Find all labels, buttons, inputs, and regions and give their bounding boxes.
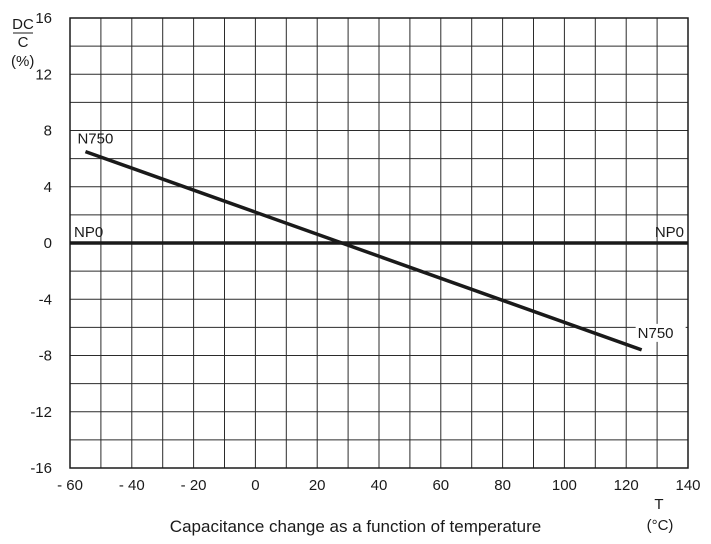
y-tick-label: 8	[44, 123, 52, 140]
y-tick-label: -12	[30, 404, 52, 421]
series-label-n750-start: N750	[77, 131, 113, 148]
x-tick-label: 0	[251, 477, 259, 494]
y-label-numerator: DC	[12, 16, 34, 33]
x-tick-label: 100	[552, 477, 577, 494]
y-label-denominator: C	[18, 34, 29, 51]
y-tick-label: 4	[44, 179, 52, 196]
series-label-n750-end: N750	[638, 325, 674, 342]
x-tick-label: - 20	[181, 477, 207, 494]
x-axis-label: T (°C)	[647, 496, 674, 534]
series-lines	[70, 149, 688, 352]
tick-labels: - 60- 40- 20 0 20 40 60 80 100 120 1401612840-4-…	[30, 10, 700, 494]
y-label-unit: (%)	[11, 53, 34, 70]
series-label-np0-end: NP0	[655, 224, 684, 241]
x-label-symbol: T	[654, 496, 663, 513]
x-tick-label: 80	[494, 477, 511, 494]
x-tick-label: - 40	[119, 477, 145, 494]
x-tick-label: 60	[432, 477, 449, 494]
series-labels: N750 N750 NP0 NP0	[74, 131, 686, 342]
y-tick-label: -4	[39, 291, 52, 308]
y-tick-label: 16	[35, 10, 52, 27]
x-tick-label: - 60	[57, 477, 83, 494]
y-tick-label: -8	[39, 348, 52, 365]
x-tick-label: 140	[675, 477, 700, 494]
y-tick-label: -16	[30, 460, 52, 477]
x-tick-label: 20	[309, 477, 326, 494]
y-tick-label: 12	[35, 66, 52, 83]
y-axis-label: DC C (%)	[11, 16, 34, 70]
chart-caption: Capacitance change as a function of temp…	[169, 517, 542, 536]
series-label-np0-start: NP0	[74, 224, 103, 241]
x-tick-label: 40	[371, 477, 388, 494]
y-tick-label: 0	[44, 235, 52, 252]
x-label-unit: (°C)	[647, 517, 674, 534]
series-label-n750-end-bg	[635, 323, 686, 342]
series-line-n750	[84, 149, 643, 352]
x-tick-label: 120	[614, 477, 639, 494]
